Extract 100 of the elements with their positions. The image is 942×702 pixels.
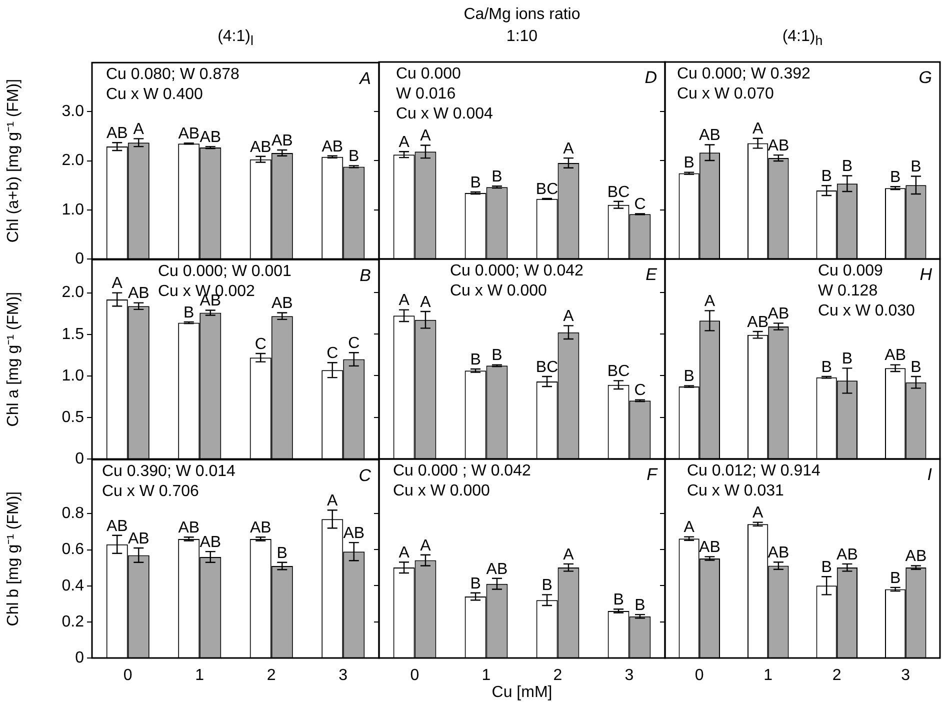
annotation: E <box>646 265 658 284</box>
annotation: Cu x W 0.000 <box>450 282 548 300</box>
data-label: B <box>842 350 853 368</box>
data-label: B <box>684 368 694 386</box>
y-tick-label: 0 <box>75 250 84 268</box>
y-tick-label: 0.4 <box>62 577 84 594</box>
data-label: AB <box>200 128 222 146</box>
y-tick-label: 0 <box>75 450 84 468</box>
data-label: AB <box>768 137 790 154</box>
annotation: Cu x W 0.030 <box>818 302 916 320</box>
annotation: Cu x W 0.070 <box>677 85 774 102</box>
y-tick-label: 0.2 <box>62 613 84 630</box>
data-label: AB <box>271 132 293 150</box>
data-label: C <box>634 196 646 214</box>
annotation: Cu 0.000 <box>396 65 462 82</box>
chart-title: Ca/Mg ions ratio <box>462 6 582 24</box>
data-label: A <box>420 294 432 311</box>
data-label: AB <box>178 520 200 537</box>
data-label: AB <box>200 534 222 551</box>
y-axis-title: Chl b [mg g⁻¹ (FM)] <box>5 491 22 626</box>
data-label: AB <box>747 314 768 331</box>
data-label: B <box>470 351 481 368</box>
annotation: W 0.016 <box>396 85 456 102</box>
data-label: AB <box>768 306 790 323</box>
data-label: B <box>910 158 922 176</box>
data-label: A <box>684 519 695 536</box>
data-label: AB <box>250 138 272 156</box>
data-label: A <box>398 134 410 152</box>
x-tick-label: 0 <box>410 667 420 684</box>
data-label: A <box>112 275 123 292</box>
data-label: B <box>348 148 360 166</box>
data-label: AB <box>768 544 790 562</box>
data-label: C <box>348 335 360 352</box>
data-label: A <box>327 492 338 510</box>
annotation: A <box>358 68 371 88</box>
y-tick-label: 1.0 <box>62 201 84 218</box>
data-label: B <box>470 575 481 592</box>
data-label: C <box>634 382 646 400</box>
data-label: B <box>542 577 552 594</box>
data-label: B <box>821 558 832 576</box>
data-label: BC <box>536 180 558 198</box>
x-tick-label: 3 <box>624 667 634 684</box>
annotation: C <box>358 466 372 485</box>
annotation: W 0.128 <box>818 282 878 300</box>
data-label: B <box>276 544 288 562</box>
y-tick-label: 0.8 <box>62 505 84 522</box>
y-tick-label: 1.0 <box>62 367 84 384</box>
annotation: Cu 0.012; W 0.914 <box>687 462 821 480</box>
x-tick-label: 2 <box>266 667 276 684</box>
data-label: B <box>634 596 646 614</box>
annotation: Cu 0.000; W 0.001 <box>158 263 292 280</box>
x-tick-label: 1 <box>764 667 773 684</box>
x-axis-title: Cu [mM] <box>492 684 552 701</box>
data-label: AB <box>250 520 272 537</box>
annotation: Cu 0.009 <box>818 262 884 280</box>
data-label: A <box>563 308 574 326</box>
data-label: A <box>704 293 716 310</box>
data-label: A <box>563 546 574 564</box>
y-axis-title: Chl a [mg g⁻¹ (FM)] <box>5 292 22 427</box>
data-label: A <box>752 504 764 522</box>
data-label: AB <box>884 347 906 364</box>
data-label: AB <box>271 295 293 312</box>
data-label: AB <box>905 548 927 566</box>
data-label: B <box>684 154 694 172</box>
x-tick-label: 2 <box>553 667 562 684</box>
annotation: Cu 0.000; W 0.392 <box>677 65 811 82</box>
data-label: AB <box>178 126 200 143</box>
y-tick-label: 2.0 <box>62 152 84 170</box>
x-tick-label: 3 <box>901 667 910 684</box>
x-tick-label: 1 <box>195 667 204 684</box>
y-tick-label: 0 <box>75 649 84 666</box>
y-tick-label: 3.0 <box>62 103 84 120</box>
chart-title: (4:1)$_{l}$ <box>216 28 254 48</box>
y-tick-label: 2.0 <box>62 284 84 302</box>
data-label: B <box>470 174 481 192</box>
annotation: Cu 0.000 ; W 0.042 <box>393 462 531 480</box>
chart-subtitle: 1:10 <box>505 28 539 46</box>
data-label: B <box>492 168 502 186</box>
chart-title: (4:1)$_{h}$ <box>781 28 824 48</box>
data-label: B <box>613 592 624 609</box>
y-tick-label: 0.5 <box>62 408 84 426</box>
annotation: G <box>918 68 932 88</box>
data-label: AB <box>128 285 150 302</box>
data-label: BC <box>607 363 630 380</box>
data-label: AB <box>106 518 128 535</box>
y-tick-label: 1.5 <box>62 326 84 343</box>
annotation: Cu 0.390; W 0.014 <box>102 463 236 480</box>
data-label: C <box>254 336 266 353</box>
data-label: BC <box>536 358 558 376</box>
data-label: B <box>821 358 832 376</box>
annotation: D <box>644 68 657 88</box>
data-label: B <box>910 358 922 376</box>
annotation: F <box>646 465 659 484</box>
data-label: A <box>752 120 764 138</box>
data-label: B <box>890 169 901 186</box>
data-label: A <box>398 292 410 310</box>
x-tick-label: 1 <box>482 667 491 684</box>
annotation: Cu x W 0.706 <box>102 483 200 500</box>
x-tick-label: 2 <box>832 667 842 684</box>
data-label: A <box>420 537 432 554</box>
